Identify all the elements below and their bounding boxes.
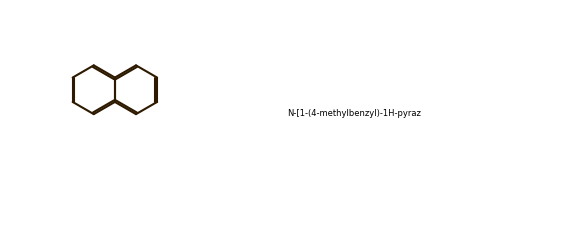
Text: N-[1-(4-methylbenzyl)-1H-pyraz: N-[1-(4-methylbenzyl)-1H-pyraz — [287, 109, 421, 118]
